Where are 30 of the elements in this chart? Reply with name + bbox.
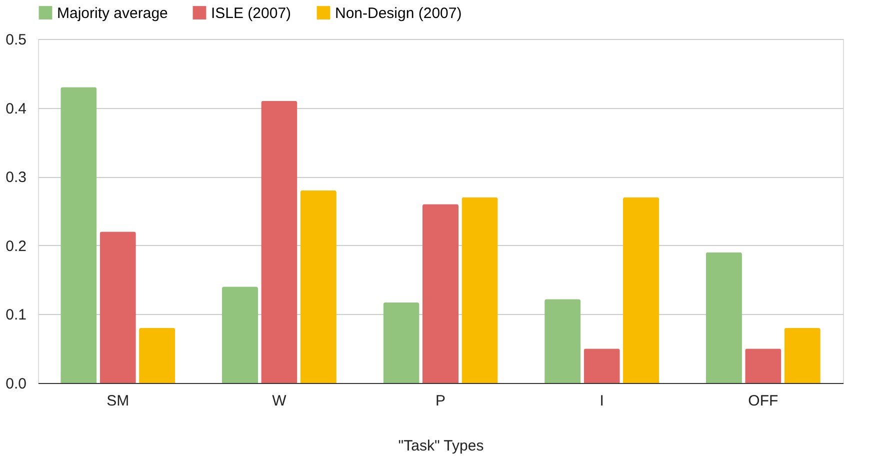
bar <box>784 328 820 383</box>
y-tick-label: 0.4 <box>6 100 26 118</box>
legend-label: ISLE (2007) <box>211 4 292 22</box>
y-tick-label: 0.5 <box>6 32 26 48</box>
bar <box>300 190 336 383</box>
x-tick-label: SM <box>106 392 130 410</box>
bar <box>261 100 298 383</box>
bar <box>60 87 97 383</box>
bar <box>222 286 258 383</box>
x-axis-title: "Task" Types <box>398 438 484 454</box>
x-tick-label: P <box>435 392 446 410</box>
x-tick-label: W <box>272 392 288 410</box>
bar <box>100 232 136 383</box>
bar <box>544 299 581 383</box>
x-tick-label: OFF <box>748 392 778 410</box>
y-tick-label: 0.2 <box>6 238 26 255</box>
legend-label: Non-Design (2007) <box>335 4 462 22</box>
bar <box>745 348 782 383</box>
x-tick-label: I <box>600 392 604 410</box>
bar <box>139 328 176 383</box>
y-tick-label: 0.0 <box>6 376 26 392</box>
bar <box>706 252 742 383</box>
bar <box>383 302 420 383</box>
y-tick-label: 0.3 <box>6 169 26 186</box>
bar <box>422 204 459 383</box>
y-tick-label: 0.1 <box>6 306 26 324</box>
bar <box>584 348 620 383</box>
bar <box>623 197 660 383</box>
bar <box>462 197 498 383</box>
legend-label: Majority average <box>57 4 168 22</box>
